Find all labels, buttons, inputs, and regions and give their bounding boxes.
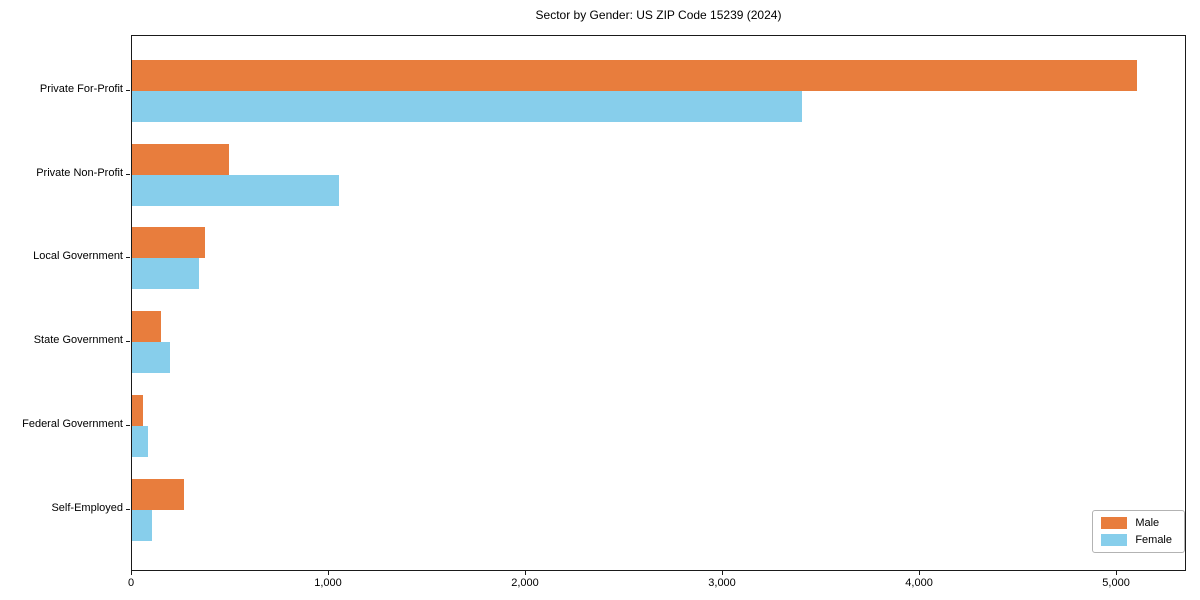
- y-tick-mark: [126, 173, 130, 175]
- plot-area: [131, 35, 1186, 571]
- y-tick-label: State Government: [33, 334, 123, 347]
- x-tick-mark: [721, 571, 723, 575]
- x-tick-label: 0: [127, 577, 135, 589]
- legend-swatch-male: [1101, 517, 1128, 529]
- legend-swatch-female: [1101, 534, 1128, 546]
- y-tick-mark: [126, 257, 130, 259]
- x-tick-mark: [918, 571, 920, 575]
- bar-female-1: [132, 174, 339, 206]
- bar-male-4: [132, 394, 143, 426]
- x-tick-label: 3,000: [708, 577, 736, 589]
- legend-label-female: Female: [1135, 534, 1172, 546]
- y-tick-mark: [126, 424, 130, 426]
- legend-item-male: Male: [1101, 517, 1172, 529]
- x-tick-label: 4,000: [905, 577, 933, 589]
- y-tick-mark: [126, 508, 130, 510]
- bar-male-0: [132, 60, 1137, 91]
- x-tick-mark: [130, 571, 132, 575]
- legend-item-female: Female: [1101, 534, 1172, 546]
- legend: Male Female: [1092, 510, 1185, 553]
- bar-female-5: [132, 509, 152, 541]
- x-tick-mark: [1115, 571, 1117, 575]
- y-tick-label: Private For-Profit: [39, 83, 123, 95]
- bar-female-2: [132, 258, 199, 290]
- bar-female-3: [132, 342, 171, 374]
- y-tick-label: Local Government: [33, 250, 123, 263]
- y-tick-label: Private Non-Profit: [36, 166, 123, 179]
- x-tick-label: 1,000: [314, 577, 342, 589]
- x-tick-label: 2,000: [511, 577, 539, 589]
- y-tick-label: Federal Government: [22, 417, 123, 430]
- y-tick-mark: [126, 341, 130, 343]
- bar-male-5: [132, 478, 185, 510]
- bar-male-1: [132, 143, 229, 175]
- y-tick-label: Self-Employed: [51, 501, 123, 514]
- bar-female-4: [132, 425, 148, 457]
- bar-male-2: [132, 227, 205, 259]
- x-tick-mark: [327, 571, 329, 575]
- y-tick-mark: [126, 90, 130, 91]
- x-tick-mark: [524, 571, 526, 575]
- chart-title: Sector by Gender: US ZIP Code 15239 (202…: [535, 8, 782, 22]
- legend-label-male: Male: [1135, 517, 1160, 529]
- bar-female-0: [132, 91, 802, 122]
- bar-male-3: [132, 311, 161, 343]
- x-tick-label: 5,000: [1102, 577, 1130, 589]
